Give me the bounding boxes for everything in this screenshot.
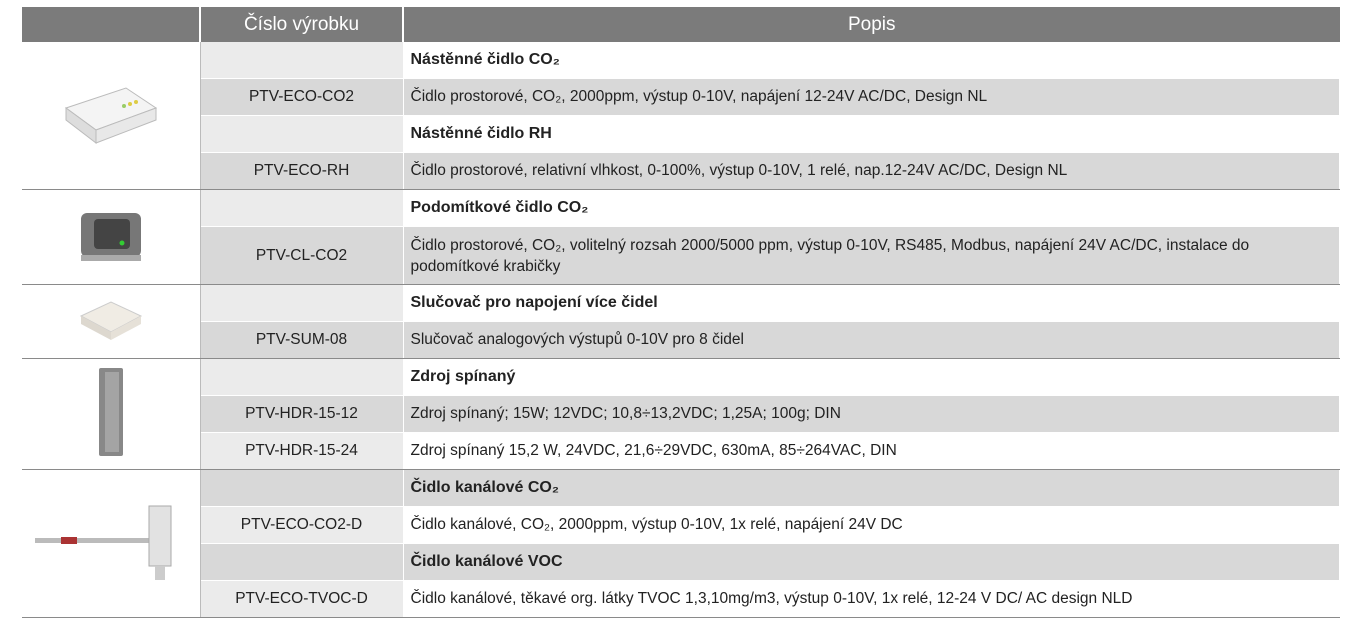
header-code: Číslo výrobku bbox=[200, 7, 403, 42]
product-image bbox=[22, 285, 200, 359]
section-title: Podomítkové čidlo CO₂ bbox=[403, 190, 1340, 227]
section-title: Čidlo kanálové CO₂ bbox=[403, 470, 1340, 507]
product-code: PTV-ECO-CO2 bbox=[200, 79, 403, 116]
empty-code bbox=[200, 359, 403, 396]
empty-code bbox=[200, 116, 403, 153]
section-row: Čidlo kanálové CO₂ bbox=[22, 470, 1340, 507]
product-code: PTV-HDR-15-24 bbox=[200, 433, 403, 470]
product-code: PTV-SUM-08 bbox=[200, 322, 403, 359]
empty-code bbox=[200, 190, 403, 227]
header-row: Číslo výrobku Popis bbox=[22, 7, 1340, 42]
product-description: Slučovač analogových výstupů 0-10V pro 8… bbox=[403, 322, 1340, 359]
section-title: Čidlo kanálové VOC bbox=[403, 544, 1340, 581]
section-row: Podomítkové čidlo CO₂ bbox=[22, 190, 1340, 227]
section-title: Zdroj spínaný bbox=[403, 359, 1340, 396]
section-row: Slučovač pro napojení více čidel bbox=[22, 285, 1340, 322]
page: Číslo výrobku Popis Nástěnné čidlo CO₂PT… bbox=[0, 0, 1363, 625]
product-description: Čidlo prostorové, relativní vlhkost, 0-1… bbox=[403, 153, 1340, 190]
product-code: PTV-ECO-TVOC-D bbox=[200, 581, 403, 618]
product-image bbox=[22, 359, 200, 470]
product-description: Čidlo prostorové, CO₂, volitelný rozsah … bbox=[403, 227, 1340, 285]
product-description: Čidlo kanálové, těkavé org. látky TVOC 1… bbox=[403, 581, 1340, 618]
empty-code bbox=[200, 285, 403, 322]
product-image bbox=[22, 190, 200, 285]
section-title: Nástěnné čidlo CO₂ bbox=[403, 42, 1340, 79]
header-description: Popis bbox=[403, 7, 1340, 42]
product-code: PTV-CL-CO2 bbox=[200, 227, 403, 285]
section-row: Nástěnné čidlo RH bbox=[22, 116, 1340, 153]
section-row: Nástěnné čidlo CO₂ bbox=[22, 42, 1340, 79]
product-description: Čidlo prostorové, CO₂, 2000ppm, výstup 0… bbox=[403, 79, 1340, 116]
empty-code bbox=[200, 470, 403, 507]
product-code: PTV-ECO-RH bbox=[200, 153, 403, 190]
section-title: Nástěnné čidlo RH bbox=[403, 116, 1340, 153]
section-row: Zdroj spínaný bbox=[22, 359, 1340, 396]
product-description: Čidlo kanálové, CO₂, 2000ppm, výstup 0-1… bbox=[403, 507, 1340, 544]
section-title: Slučovač pro napojení více čidel bbox=[403, 285, 1340, 322]
empty-code bbox=[200, 42, 403, 79]
product-code: PTV-HDR-15-12 bbox=[200, 396, 403, 433]
header-image bbox=[22, 7, 200, 42]
product-image bbox=[22, 470, 200, 618]
product-description: Zdroj spínaný; 15W; 12VDC; 10,8÷13,2VDC;… bbox=[403, 396, 1340, 433]
product-code: PTV-ECO-CO2-D bbox=[200, 507, 403, 544]
product-image bbox=[22, 42, 200, 190]
section-row: Čidlo kanálové VOC bbox=[22, 544, 1340, 581]
product-description: Zdroj spínaný 15,2 W, 24VDC, 21,6÷29VDC,… bbox=[403, 433, 1340, 470]
empty-code bbox=[200, 544, 403, 581]
